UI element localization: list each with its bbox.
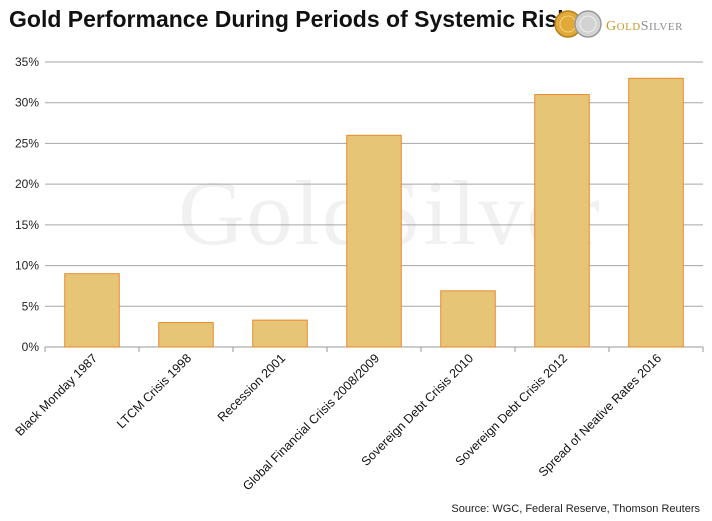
y-tick-label: 10% bbox=[15, 259, 39, 273]
svg-text:GOLDSILVER: GOLDSILVER bbox=[606, 19, 683, 34]
x-tick-label: Sovereign Debt Crisis 2010 bbox=[359, 351, 477, 469]
bar bbox=[64, 273, 120, 348]
bar bbox=[534, 94, 590, 348]
x-tick-label: Black Monday 1987 bbox=[13, 351, 101, 439]
y-tick-label: 15% bbox=[15, 218, 39, 232]
x-tick-label: LTCM Crisis 1998 bbox=[114, 351, 194, 431]
y-tick-label: 5% bbox=[22, 299, 40, 313]
bar bbox=[628, 77, 684, 348]
silver-coin-icon bbox=[574, 10, 602, 38]
x-tick-label: Sovereign Debt Crisis 2012 bbox=[453, 351, 571, 469]
y-tick-label: 35% bbox=[15, 55, 39, 69]
source-note: Source: WGC, Federal Reserve, Thomson Re… bbox=[451, 503, 700, 515]
bar bbox=[346, 134, 402, 348]
bar bbox=[252, 319, 308, 348]
bar bbox=[158, 322, 214, 348]
x-tick-label: Recession 2001 bbox=[215, 351, 288, 424]
y-tick-label: 30% bbox=[15, 96, 39, 110]
bar bbox=[440, 290, 496, 348]
goldsilver-logo: GOLDSILVER bbox=[554, 10, 683, 38]
y-tick-label: 20% bbox=[15, 177, 39, 191]
y-tick-label: 25% bbox=[15, 136, 39, 150]
chart-title: Gold Performance During Periods of Syste… bbox=[9, 6, 571, 32]
y-tick-label: 0% bbox=[22, 340, 40, 354]
